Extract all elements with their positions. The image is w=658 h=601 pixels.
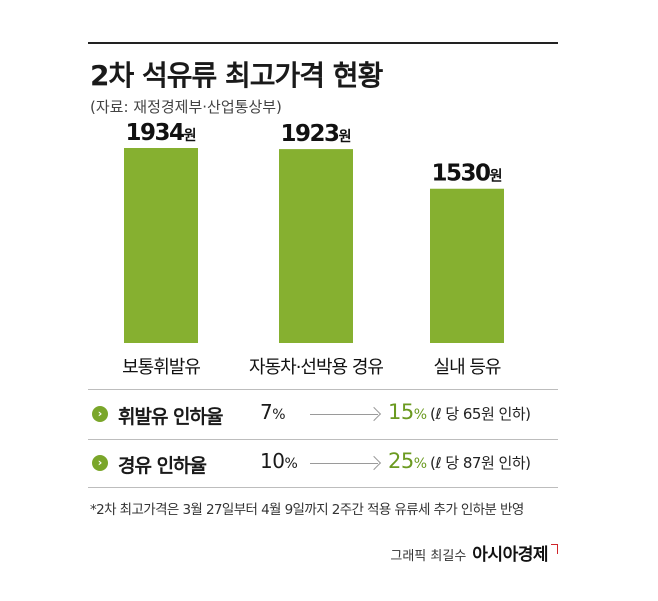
rate-label: 경유 인하율: [118, 455, 207, 477]
category-label: 자동차·선박용 경유: [249, 357, 383, 378]
diesel-rate-row: › 경유 인하율 10% 25% (ℓ 당 87원 인하): [88, 443, 558, 483]
arrow-right-icon: [310, 463, 378, 464]
rate-label: 휘발유 인하율: [118, 406, 223, 428]
row-divider: [88, 439, 558, 440]
data-label: 1934원: [126, 120, 197, 146]
brand-logo: 아시아경제: [472, 545, 548, 565]
source-note: (자료: 재정경제부·산업통상부): [90, 98, 282, 116]
data-label: 1923원: [281, 121, 352, 147]
row-divider: [88, 487, 558, 488]
brand-mark-icon: [551, 544, 558, 554]
arrow-right-icon: [310, 414, 378, 415]
chevron-right-icon: ›: [92, 455, 108, 471]
credit: 그래픽 최길수 아시아경제: [390, 540, 558, 565]
rate-from: 10%: [260, 449, 298, 473]
bar: [430, 188, 504, 343]
category-label: 실내 등유: [434, 357, 501, 378]
rate-note: (ℓ 당 65원 인하): [430, 405, 531, 423]
rate-note: (ℓ 당 87원 인하): [430, 454, 531, 472]
row-divider: [88, 389, 558, 390]
bar: [124, 148, 198, 343]
rate-to: 15%: [388, 400, 427, 424]
top-rule: [88, 42, 558, 44]
category-label: 보통휘발유: [122, 357, 200, 378]
data-label: 1530원: [432, 161, 503, 187]
bar: [279, 149, 353, 343]
gasoline-rate-row: › 휘발유 인하율 7% 15% (ℓ 당 65원 인하): [88, 394, 558, 434]
rate-to: 25%: [388, 449, 427, 473]
footnote: *2차 최고가격은 3월 27일부터 4월 9일까지 2주간 적용 유류세 추가…: [90, 502, 524, 518]
chevron-right-icon: ›: [92, 406, 108, 422]
chart-title: 2차 석유류 최고가격 현황: [90, 59, 383, 92]
rate-from: 7%: [260, 400, 286, 424]
